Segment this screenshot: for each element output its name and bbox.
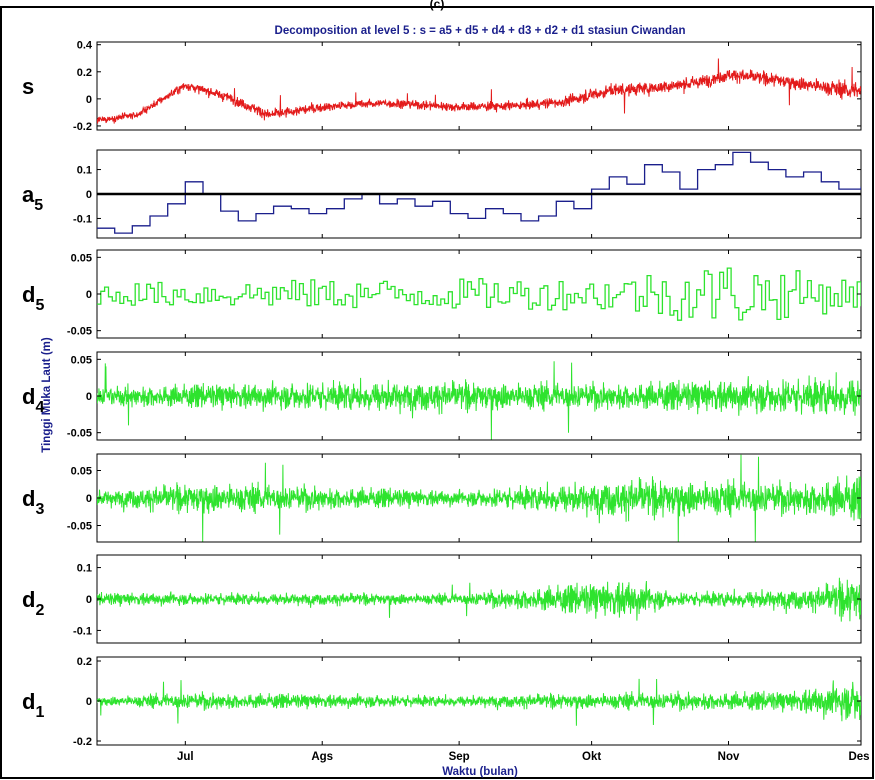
panel-d3: -0.05 0 0.05 d3 — [22, 453, 862, 543]
y-tick-label: -0.2 — [73, 121, 92, 133]
y-tick-label: 0.05 — [71, 252, 92, 264]
panel-label: a5 — [22, 182, 43, 214]
panel-label-subscript: 4 — [35, 399, 44, 416]
series-line-d4 — [97, 361, 861, 440]
series-line-s — [97, 58, 861, 124]
panel-label-main: a — [22, 182, 35, 207]
y-tick-label: 0.05 — [71, 466, 92, 478]
panel-label-main: d — [22, 384, 35, 409]
panel-label-subscript: 5 — [34, 197, 43, 214]
y-tick-label: 0 — [86, 594, 92, 606]
y-tick-label: -0.1 — [73, 213, 92, 225]
panel-s: -0.2 0 0.2 0.4 s — [22, 40, 862, 133]
panel-label-main: d — [22, 282, 35, 307]
panel-a5: -0.1 0 0.1 a5 — [22, 149, 862, 239]
panel-d2: -0.1 0 0.1 d2 — [22, 554, 862, 644]
y-tick-label: 0 — [86, 696, 92, 708]
x-tick-label: Ags — [311, 751, 333, 763]
panel-label-subscript: 1 — [35, 704, 44, 721]
panel-label-main: d — [22, 689, 35, 714]
panel-label: s — [22, 74, 34, 99]
chart-title: Decomposition at level 5 : s = a5 + d5 +… — [275, 25, 686, 37]
y-tick-label: 0.05 — [71, 354, 92, 366]
panel-d1: -0.2 0 0.2 d1 — [22, 656, 862, 748]
series-line-d1 — [97, 678, 861, 726]
x-tick-label: Jul — [177, 751, 194, 763]
panel-label: d4 — [22, 384, 44, 416]
series-line-d3 — [97, 454, 861, 542]
y-tick-label: 0.2 — [77, 656, 92, 668]
y-tick-label: 0.2 — [77, 67, 92, 79]
x-tick-label: Des — [848, 751, 869, 763]
y-tick-label: 0 — [86, 391, 92, 403]
panel-label-main: d — [22, 486, 35, 511]
partial-heading: (c) — [430, 0, 445, 11]
y-tick-label: -0.05 — [67, 326, 92, 338]
panels-group: -0.200.20.4s-0.100.1a5-0.0500.05d5-0.050… — [22, 40, 870, 763]
panel-axes-box — [96, 41, 862, 131]
x-axis-label: Waktu (bulan) — [442, 766, 518, 778]
y-tick-label: 0.4 — [77, 40, 93, 52]
panel-label-main: d — [22, 587, 35, 612]
panel-label-subscript: 3 — [35, 501, 44, 518]
panel-label: d3 — [22, 486, 44, 518]
y-tick-label: -0.05 — [67, 521, 92, 533]
panel-label-subscript: 2 — [35, 602, 44, 619]
panel-label: d1 — [22, 689, 44, 721]
y-tick-label: 0 — [86, 493, 92, 505]
series-line-d2 — [97, 577, 861, 622]
y-tick-label: -0.1 — [73, 625, 92, 637]
panel-label: d2 — [22, 587, 44, 619]
y-tick-label: 0.1 — [77, 165, 92, 177]
y-tick-label: 0 — [86, 189, 92, 201]
y-tick-label: -0.05 — [67, 428, 92, 440]
figure-frame — [0, 6, 874, 779]
panel-label: d5 — [22, 282, 44, 314]
y-tick-label: -0.2 — [73, 736, 92, 748]
panel-label-main: s — [22, 74, 34, 99]
y-tick-label: 0 — [86, 289, 92, 301]
y-axis-label: Tinggi Muka Laut (m) — [41, 337, 53, 453]
y-tick-label: 0.1 — [77, 563, 92, 575]
panel-d5: -0.05 0 0.05 d5 — [22, 249, 862, 339]
panel-d4: -0.05 0 0.05 d4 — [22, 351, 862, 441]
x-tick-label: Okt — [582, 751, 601, 763]
x-tick-label: Nov — [718, 751, 740, 763]
series-line-a5 — [97, 151, 861, 234]
y-tick-label: 0 — [86, 94, 92, 106]
x-tick-label: Sep — [449, 751, 470, 763]
panel-label-subscript: 5 — [35, 297, 44, 314]
series-line-d5 — [97, 267, 861, 321]
